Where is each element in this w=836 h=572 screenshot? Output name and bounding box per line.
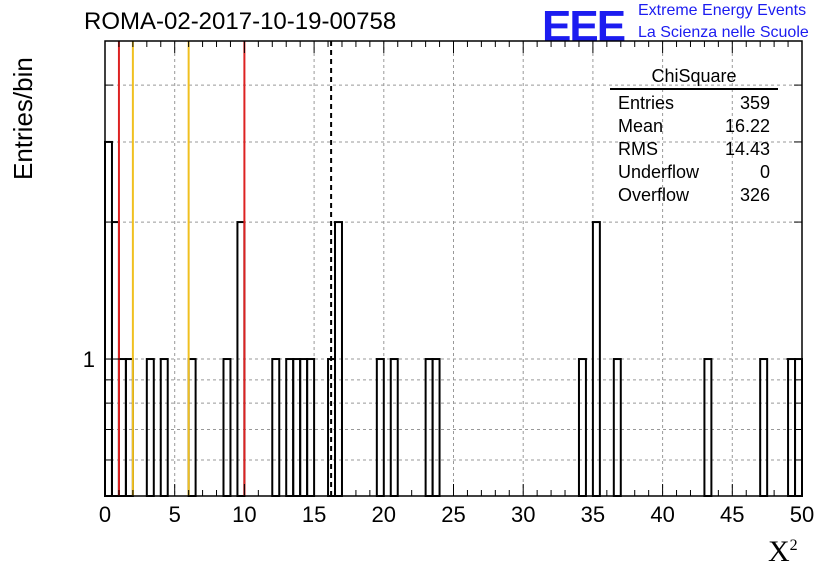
y-tick-label: 1	[83, 347, 95, 372]
x-tick-label: 50	[790, 502, 814, 527]
stat-value: 14.43	[724, 139, 770, 159]
stat-label: Mean	[618, 116, 664, 136]
x-tick-label: 45	[720, 502, 744, 527]
stat-label: RMS	[618, 139, 658, 159]
stat-label: Underflow	[618, 162, 700, 182]
stat-row-mean: Mean 16.22	[610, 115, 778, 138]
stat-value: 16.22	[724, 116, 770, 136]
x-axis-label-base: X	[768, 535, 790, 568]
x-tick-label: 40	[650, 502, 674, 527]
stat-row-rms: RMS 14.43	[610, 138, 778, 161]
x-tick-label: 25	[441, 502, 465, 527]
x-axis-label-superscript: 2	[789, 537, 798, 554]
stat-value: 359	[739, 93, 770, 113]
stat-label: Overflow	[618, 185, 690, 205]
x-tick-label: 15	[302, 502, 326, 527]
stats-rows: Entries 359 Mean 16.22 RMS 14.43 Underflow 0 Ove…	[610, 92, 778, 207]
x-tick-label: 30	[511, 502, 535, 527]
logo-line-2: La Scienza nelle Scuole	[638, 24, 809, 41]
histogram-bin	[104, 140, 113, 497]
stat-row-underflow: Underflow 0	[610, 161, 778, 184]
x-tick-label: 20	[372, 502, 396, 527]
logo-line-1: Extreme Energy Events	[638, 2, 807, 19]
x-tick-label: 0	[99, 502, 111, 527]
stats-box: ChiSquare Entries 359 Mean 16.22 RMS 14.43 Und…	[610, 66, 778, 207]
x-tick-label: 10	[232, 502, 256, 527]
stats-title: ChiSquare	[610, 66, 778, 90]
stat-value: 326	[739, 185, 770, 205]
chart-title: ROMA-02-2017-10-19-00758	[84, 8, 397, 35]
stat-value: 0	[759, 162, 770, 182]
stat-row-overflow: Overflow 326	[610, 184, 778, 207]
stat-row-entries: Entries 359	[610, 92, 778, 115]
eee-logo: EEE	[542, 2, 626, 51]
stat-label: Entries	[618, 93, 675, 113]
x-axis-label: X2	[768, 535, 798, 569]
x-tick-label: 5	[169, 502, 181, 527]
x-tick-label: 35	[581, 502, 605, 527]
